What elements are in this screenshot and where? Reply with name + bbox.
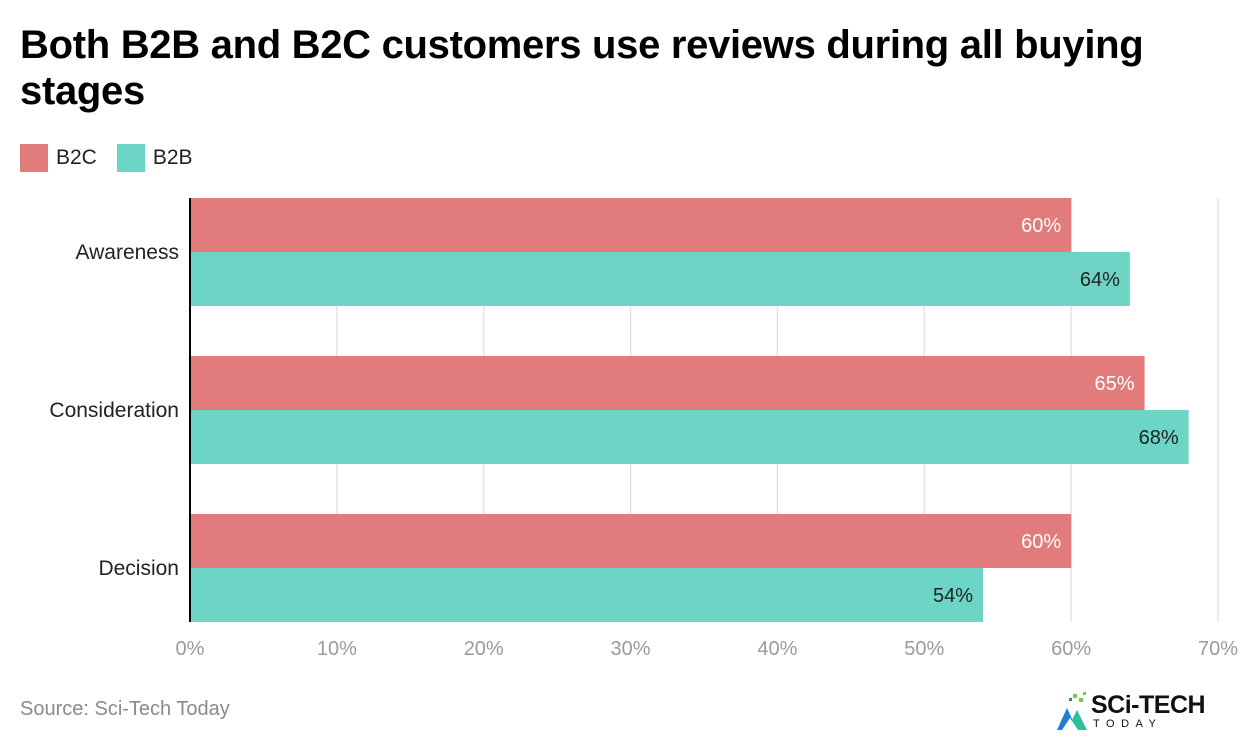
bar [190, 568, 984, 622]
data-label: 68% [1139, 427, 1179, 449]
legend-label-b2c: B2C [56, 146, 97, 169]
bar [190, 410, 1189, 464]
x-tick-label: 0% [176, 638, 205, 660]
chart-title: Both B2B and B2C customers use reviews d… [20, 23, 1144, 113]
logo-main-text: SCi-TECH [1091, 691, 1206, 719]
x-tick-label: 10% [317, 638, 357, 660]
bar [190, 356, 1145, 410]
logo-mark-icon [1057, 692, 1087, 730]
x-tick-label: 20% [464, 638, 504, 660]
legend-item-b2b: B2B [116, 144, 193, 172]
data-label: 65% [1095, 373, 1135, 395]
legend-swatch-b2b [116, 144, 145, 172]
source-text: Source: Sci-Tech Today [20, 698, 230, 720]
bar [190, 514, 1072, 568]
data-label: 60% [1021, 531, 1061, 553]
logo-sub-text: TODAY [1093, 718, 1163, 730]
category-label: Decision [98, 557, 179, 580]
data-label: 54% [933, 585, 973, 607]
category-label: Awareness [75, 241, 179, 264]
legend: B2C B2B [20, 143, 213, 173]
legend-item-b2c: B2C [20, 144, 97, 172]
data-label: 64% [1080, 269, 1120, 291]
bar [190, 198, 1072, 252]
data-label: 60% [1021, 215, 1061, 237]
legend-swatch-b2c [20, 144, 48, 172]
x-tick-label: 30% [611, 638, 651, 660]
x-tick-label: 40% [757, 638, 797, 660]
x-tick-label: 70% [1198, 638, 1238, 660]
category-label: Consideration [49, 399, 179, 422]
x-tick-label: 60% [1051, 638, 1091, 660]
bar [190, 252, 1130, 306]
x-tick-label: 50% [904, 638, 944, 660]
legend-label-b2b: B2B [152, 146, 193, 169]
logo: SCi-TECH TODAY [1053, 690, 1228, 734]
